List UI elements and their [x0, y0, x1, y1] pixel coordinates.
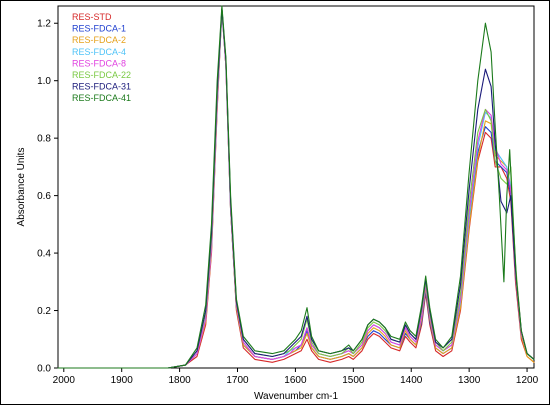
y-tick-label: 0.4 — [37, 249, 51, 260]
legend-entry-res-fdca-41: RES-FDCA-41 — [72, 93, 131, 103]
legend-entry-res-fdca-22: RES-FDCA-22 — [72, 70, 131, 80]
y-tick-label: 0.6 — [37, 191, 51, 202]
x-tick-label: 1900 — [111, 375, 134, 386]
legend-entry-res-std: RES-STD — [72, 12, 112, 22]
series-line-res-fdca-4 — [57, 8, 535, 369]
legend-entry-res-fdca-1: RES-FDCA-1 — [72, 24, 126, 34]
series-line-res-fdca-22 — [57, 8, 535, 369]
y-axis-title: Absorbance Units — [16, 148, 27, 227]
x-axis-title: Wavenumber cm-1 — [254, 391, 339, 402]
x-tick-label: 1700 — [226, 375, 249, 386]
x-tick-label: 1500 — [342, 375, 365, 386]
legend-entry-res-fdca-2: RES-FDCA-2 — [72, 35, 126, 45]
y-tick-label: 0.2 — [37, 306, 51, 317]
series-line-res-std — [57, 8, 535, 369]
x-tick-label: 1200 — [516, 375, 539, 386]
y-axis: 0.0 0.2 0.4 0.6 0.8 1.0 1.2 — [37, 19, 58, 375]
x-tick-label: 2000 — [53, 375, 76, 386]
series-line-res-fdca-8 — [57, 8, 535, 369]
y-tick-label: 1.2 — [37, 19, 51, 30]
x-tick-label: 1600 — [284, 375, 307, 386]
x-tick-label: 1800 — [168, 375, 191, 386]
series-line-res-fdca-1 — [57, 8, 535, 369]
series-line-res-fdca-41 — [57, 5, 535, 369]
y-tick-label: 0.0 — [37, 364, 51, 375]
series-line-res-fdca-2 — [57, 8, 535, 369]
series-lines — [57, 5, 535, 369]
x-tick-label: 1400 — [400, 375, 423, 386]
series-line-res-fdca-31 — [57, 8, 535, 369]
legend-entry-res-fdca-31: RES-FDCA-31 — [72, 82, 131, 92]
legend-entry-res-fdca-8: RES-FDCA-8 — [72, 58, 126, 68]
x-axis: 2000 1900 1800 1700 1600 1500 1400 1300 1200 — [53, 368, 539, 386]
y-tick-label: 1.0 — [37, 76, 51, 87]
legend-entry-res-fdca-4: RES-FDCA-4 — [72, 47, 126, 57]
plot-area — [57, 5, 535, 369]
legend: RES-STDRES-FDCA-1RES-FDCA-2RES-FDCA-4RES… — [72, 12, 131, 103]
y-tick-label: 0.8 — [37, 134, 51, 145]
x-tick-label: 1300 — [458, 375, 481, 386]
